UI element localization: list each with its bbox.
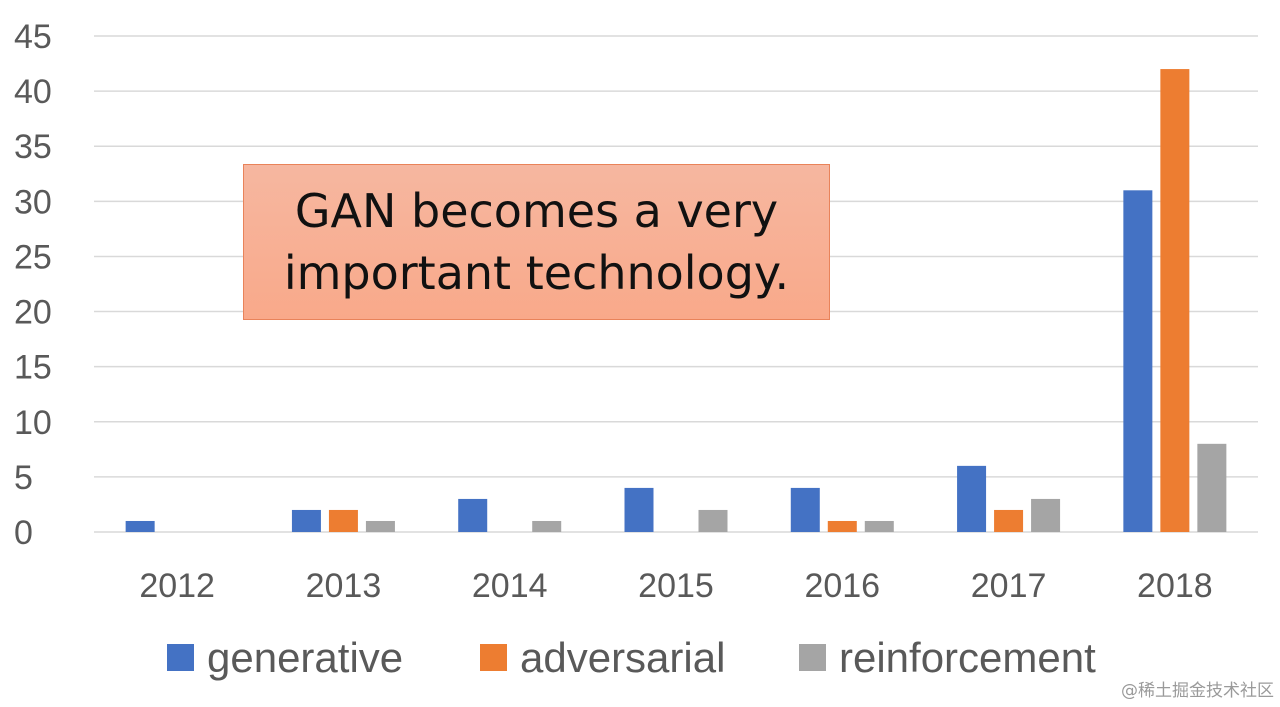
bars xyxy=(125,69,1227,533)
x-tick-label: 2017 xyxy=(971,567,1047,605)
legend-swatch-reinforcement xyxy=(799,644,826,671)
y-tick-label: 25 xyxy=(14,238,52,276)
y-tick-label: 30 xyxy=(14,183,52,221)
bar-reinforcement-2017 xyxy=(1031,498,1061,532)
y-tick-label: 45 xyxy=(14,18,52,56)
legend-swatch-adversarial xyxy=(480,644,507,671)
legend-label-reinforcement: reinforcement xyxy=(839,634,1096,681)
watermark: @稀土掘金技术社区 xyxy=(1121,681,1274,701)
legend-label-generative: generative xyxy=(207,634,403,681)
annotation-callout: GAN becomes a very important technology. xyxy=(243,164,830,320)
y-tick-label: 5 xyxy=(14,459,33,497)
bar-reinforcement-2013 xyxy=(365,520,395,532)
bar-generative-2016 xyxy=(790,487,820,532)
x-tick-label: 2018 xyxy=(1137,567,1213,605)
x-axis-ticks: 2012 2013 2014 2015 2016 2017 2018 xyxy=(139,567,1212,605)
legend-swatch-generative xyxy=(167,644,194,671)
legend-label-adversarial: adversarial xyxy=(520,634,725,681)
legend: generative adversarial reinforcement xyxy=(167,634,1096,681)
y-tick-label: 15 xyxy=(14,349,52,387)
bar-adversarial-2018 xyxy=(1160,69,1190,533)
x-tick-label: 2013 xyxy=(306,567,382,605)
bar-reinforcement-2018 xyxy=(1197,443,1227,532)
x-tick-label: 2014 xyxy=(472,567,548,605)
bar-adversarial-2017 xyxy=(994,509,1024,532)
y-tick-label: 35 xyxy=(14,128,52,166)
bar-generative-2015 xyxy=(624,487,654,532)
x-tick-label: 2016 xyxy=(804,567,880,605)
annotation-text: GAN becomes a very important technology. xyxy=(283,184,790,300)
bar-adversarial-2013 xyxy=(328,509,358,532)
bar-reinforcement-2015 xyxy=(698,509,728,532)
x-tick-label: 2015 xyxy=(638,567,714,605)
bar-generative-2018 xyxy=(1123,190,1153,533)
bar-reinforcement-2016 xyxy=(864,520,894,532)
y-tick-label: 40 xyxy=(14,73,52,111)
bar-generative-2012 xyxy=(125,520,155,532)
y-tick-label: 0 xyxy=(14,514,33,552)
bar-generative-2013 xyxy=(291,509,321,532)
bar-generative-2017 xyxy=(957,465,987,532)
y-tick-label: 10 xyxy=(14,404,52,442)
bar-generative-2014 xyxy=(458,498,488,532)
bar-reinforcement-2014 xyxy=(532,520,562,532)
x-tick-label: 2012 xyxy=(139,567,215,605)
y-axis-ticks: 0 5 10 15 20 25 30 35 40 45 xyxy=(14,18,52,552)
y-tick-label: 20 xyxy=(14,294,52,332)
bar-adversarial-2016 xyxy=(827,520,857,532)
